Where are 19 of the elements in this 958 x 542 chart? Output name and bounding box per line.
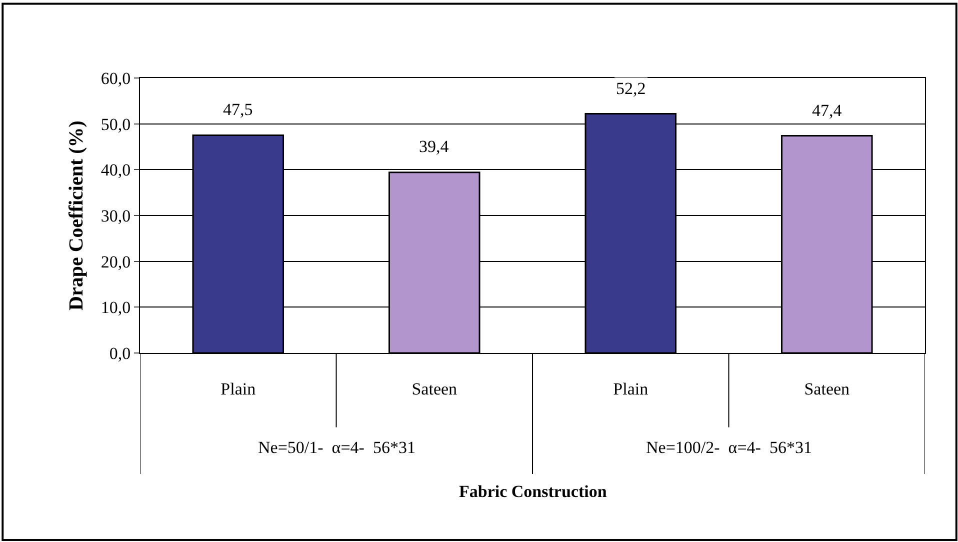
data-label: 47,4 (812, 101, 842, 120)
text: Ne=50/1- α=4- 56*31 (258, 438, 416, 457)
y-tick-label: 10,0 (100, 298, 131, 318)
y-tick-label: 50,0 (100, 114, 131, 134)
text: Ne=100/2- α=4- 56*31 (646, 438, 812, 457)
y-tick-label: 30,0 (100, 206, 131, 226)
y-tick-label: 0,0 (109, 344, 131, 363)
data-label: 52,2 (616, 79, 646, 98)
y-axis-title: Drape Coefficient (%) (65, 120, 88, 310)
x-tick-label: Sateen (804, 379, 850, 398)
y-tick-label: 40,0 (100, 160, 131, 180)
x-tick-label: Plain (220, 379, 256, 398)
y-tick-label: 60,0 (100, 68, 131, 88)
y-tick-label: 20,0 (100, 252, 131, 272)
x-axis-title: Fabric Construction (459, 482, 608, 501)
x-tick-label: Sateen (412, 379, 458, 398)
x-tick-label: Plain (613, 379, 649, 398)
data-label: 39,4 (419, 137, 450, 156)
data-label: 47,5 (223, 100, 253, 119)
